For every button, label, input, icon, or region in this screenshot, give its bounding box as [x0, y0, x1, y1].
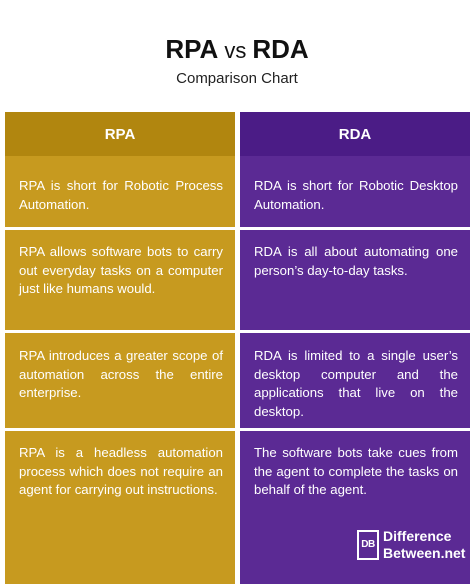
row-divider	[240, 428, 470, 431]
row-divider	[240, 227, 470, 230]
rpa-column: RPA RPA is short for Robotic Process Aut…	[5, 112, 235, 584]
row-divider	[240, 330, 470, 333]
title-rpa: RPA	[165, 34, 219, 64]
rpa-row-3: RPA introduces a greater scope of automa…	[19, 348, 223, 400]
rpa-row-4: RPA is a headless automation process whi…	[19, 445, 223, 497]
title-vs: vs	[224, 38, 247, 63]
row-divider	[5, 227, 235, 230]
logo-text-difference: Difference	[383, 528, 452, 544]
logo-text-between: Between.net	[383, 545, 466, 561]
page-subtitle: Comparison Chart	[176, 70, 298, 87]
rda-column: RDA RDA is short for Robotic Desktop Aut…	[240, 112, 470, 584]
page-title: RPA vs RDA	[0, 36, 474, 62]
rpa-row-2: RPA allows software bots to carry out ev…	[19, 244, 223, 296]
db-logo-icon: DB	[357, 530, 379, 560]
rda-row-1: RDA is short for Robotic Desktop Automat…	[254, 178, 458, 212]
rda-column-header: RDA	[240, 112, 470, 156]
rpa-column-header: RPA	[5, 112, 235, 156]
difference-between-logo: DB Difference Between.net	[357, 527, 465, 565]
rda-row-3: RDA is limited to a single user’s deskto…	[254, 348, 458, 419]
rda-row-2: RDA is all about automating one person’s…	[254, 244, 458, 278]
title-rda: RDA	[252, 34, 309, 64]
rda-row-4: The software bots take cues from the age…	[254, 445, 458, 497]
rpa-row-1: RPA is short for Robotic Process Automat…	[19, 178, 223, 212]
row-divider	[5, 330, 235, 333]
row-divider	[5, 428, 235, 431]
